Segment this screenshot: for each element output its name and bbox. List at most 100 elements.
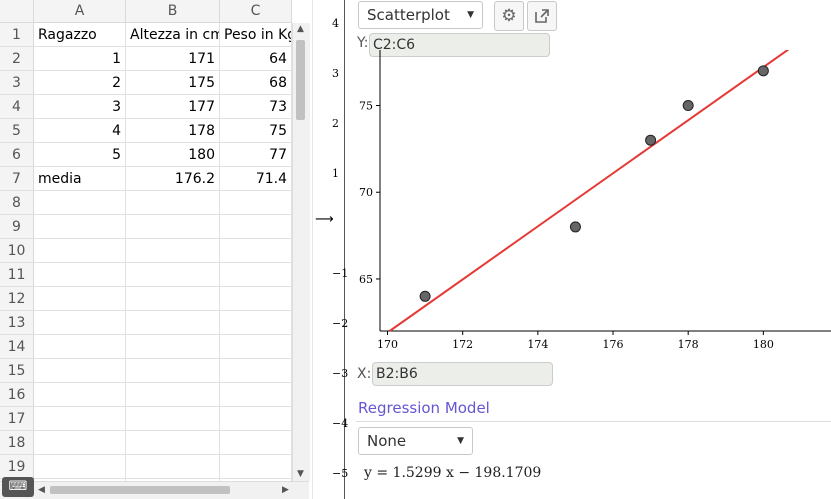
y-range-field[interactable]: C2:C6 <box>369 33 550 57</box>
cell-b[interactable]: Altezza in cm <box>126 23 220 47</box>
cell-c[interactable] <box>220 191 292 215</box>
cell-c[interactable] <box>220 239 292 263</box>
corner-cell[interactable] <box>0 0 34 23</box>
keyboard-icon[interactable]: ⌨ <box>2 477 34 497</box>
cell-c[interactable] <box>220 311 292 335</box>
data-point[interactable] <box>419 290 431 302</box>
regression-model-dropdown[interactable]: None ▼ <box>358 427 473 455</box>
scatter-plot[interactable]: 170 172 174 176 178 180 65 70 75 <box>356 50 831 360</box>
cell-b[interactable] <box>126 359 220 383</box>
cell-b[interactable]: 175 <box>126 71 220 95</box>
data-point[interactable] <box>645 134 657 146</box>
cell-a[interactable]: Ragazzo <box>34 23 126 47</box>
cell-c[interactable]: 64 <box>220 47 292 71</box>
cell-c[interactable]: Peso in Kg <box>220 23 292 47</box>
vertical-scrollbar[interactable] <box>292 23 310 481</box>
cell-b[interactable] <box>126 263 220 287</box>
cell-b[interactable]: 171 <box>126 47 220 71</box>
cell-a[interactable]: 1 <box>34 47 126 71</box>
cell-a[interactable]: 3 <box>34 95 126 119</box>
row-header[interactable]: 9 <box>0 215 34 239</box>
row-header[interactable]: 3 <box>0 71 34 95</box>
data-point[interactable] <box>569 221 581 233</box>
cell-b[interactable]: 178 <box>126 119 220 143</box>
scroll-down-arrow[interactable]: ▼ <box>297 469 304 479</box>
cell-a[interactable] <box>34 383 126 407</box>
cell-a[interactable]: media <box>34 167 126 191</box>
cell-a[interactable] <box>34 455 126 479</box>
row-header[interactable]: 6 <box>0 143 34 167</box>
graphics-view-strip[interactable] <box>312 0 357 499</box>
row-header[interactable]: 13 <box>0 311 34 335</box>
cell-c[interactable] <box>220 263 292 287</box>
cell-b[interactable] <box>126 407 220 431</box>
row-header[interactable]: 17 <box>0 407 34 431</box>
cell-c[interactable] <box>220 383 292 407</box>
row-header[interactable]: 14 <box>0 335 34 359</box>
row-header[interactable]: 16 <box>0 383 34 407</box>
cell-c[interactable] <box>220 455 292 479</box>
cell-b[interactable] <box>126 239 220 263</box>
cell-a[interactable] <box>34 311 126 335</box>
row-header[interactable]: 18 <box>0 431 34 455</box>
cell-a[interactable] <box>34 407 126 431</box>
cell-c[interactable] <box>220 215 292 239</box>
chart-type-dropdown[interactable]: Scatterplot ▼ <box>358 1 483 29</box>
row-header[interactable]: 4 <box>0 95 34 119</box>
cell-a[interactable]: 2 <box>34 71 126 95</box>
cell-c[interactable] <box>220 335 292 359</box>
scroll-up-arrow[interactable]: ▲ <box>297 24 304 34</box>
cell-a[interactable] <box>34 287 126 311</box>
cell-b[interactable]: 180 <box>126 143 220 167</box>
column-header-b[interactable]: B <box>126 0 220 23</box>
cell-b[interactable] <box>126 383 220 407</box>
cell-b[interactable] <box>126 455 220 479</box>
horizontal-scroll-thumb[interactable] <box>50 486 230 494</box>
cell-b[interactable] <box>126 311 220 335</box>
row-header[interactable]: 5 <box>0 119 34 143</box>
column-header-c[interactable]: C <box>220 0 292 23</box>
cell-a[interactable] <box>34 359 126 383</box>
row-header[interactable]: 8 <box>0 191 34 215</box>
row-header[interactable]: 10 <box>0 239 34 263</box>
cell-b[interactable] <box>126 191 220 215</box>
cell-a[interactable] <box>34 215 126 239</box>
row-header[interactable]: 2 <box>0 47 34 71</box>
cell-c[interactable]: 73 <box>220 95 292 119</box>
cell-a[interactable]: 4 <box>34 119 126 143</box>
row-header[interactable]: 19 <box>0 455 34 479</box>
scroll-left-arrow[interactable]: ◀ <box>38 485 45 495</box>
row-header[interactable]: 15 <box>0 359 34 383</box>
data-point[interactable] <box>682 100 694 112</box>
row-header[interactable]: 12 <box>0 287 34 311</box>
vertical-scroll-thumb[interactable] <box>296 40 305 120</box>
cell-c[interactable]: 75 <box>220 119 292 143</box>
cell-b[interactable] <box>126 431 220 455</box>
cell-c[interactable] <box>220 407 292 431</box>
cell-b[interactable] <box>126 287 220 311</box>
cell-b[interactable] <box>126 335 220 359</box>
column-header-a[interactable]: A <box>34 0 126 23</box>
cell-a[interactable] <box>34 263 126 287</box>
cell-a[interactable]: 5 <box>34 143 126 167</box>
export-icon[interactable] <box>527 1 557 31</box>
row-header[interactable]: 1 <box>0 23 34 47</box>
x-range-field[interactable]: B2:B6 <box>372 362 553 386</box>
cell-c[interactable] <box>220 431 292 455</box>
cell-c[interactable] <box>220 287 292 311</box>
scroll-right-arrow[interactable]: ▶ <box>282 485 289 495</box>
cell-a[interactable] <box>34 431 126 455</box>
cell-c[interactable] <box>220 359 292 383</box>
cell-c[interactable]: 71.4 <box>220 167 292 191</box>
cell-b[interactable]: 177 <box>126 95 220 119</box>
cell-b[interactable]: 176.2 <box>126 167 220 191</box>
cell-a[interactable] <box>34 239 126 263</box>
data-point[interactable] <box>757 65 769 77</box>
cell-c[interactable]: 77 <box>220 143 292 167</box>
cell-b[interactable] <box>126 215 220 239</box>
cell-c[interactable]: 68 <box>220 71 292 95</box>
row-header[interactable]: 7 <box>0 167 34 191</box>
row-header[interactable]: 11 <box>0 263 34 287</box>
cell-a[interactable] <box>34 191 126 215</box>
gear-icon[interactable]: ⚙ <box>494 1 524 31</box>
